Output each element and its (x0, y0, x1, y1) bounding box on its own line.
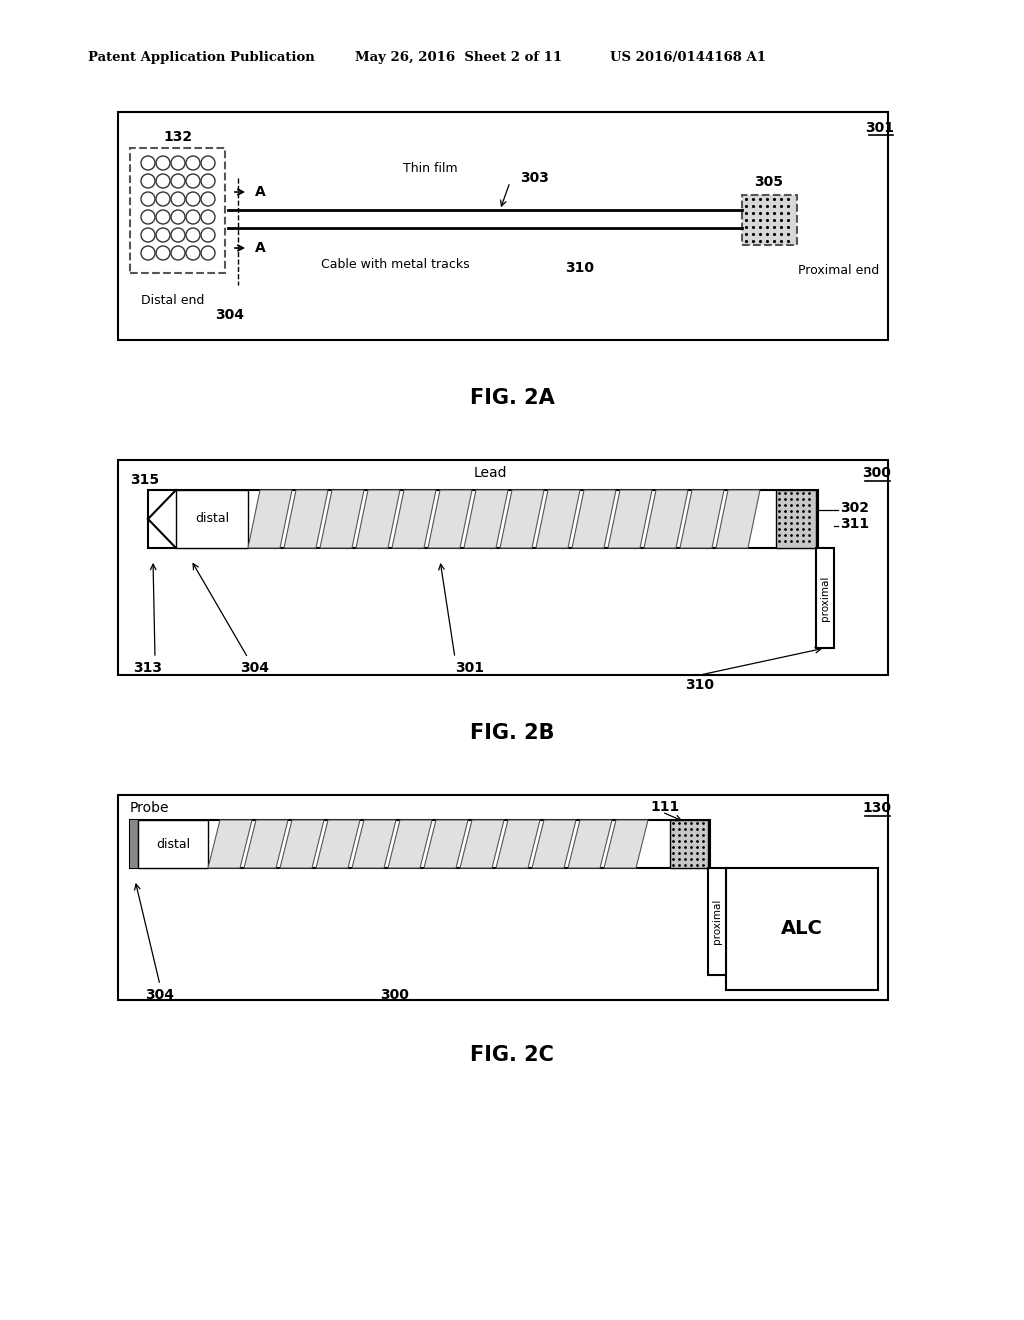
Text: 300: 300 (381, 987, 410, 1002)
Bar (726, 869, 878, 990)
Polygon shape (716, 490, 760, 548)
Text: 132: 132 (164, 129, 193, 144)
Polygon shape (460, 820, 504, 869)
Text: 302: 302 (840, 502, 869, 515)
Polygon shape (352, 820, 396, 869)
Text: 304: 304 (215, 308, 245, 322)
Text: distal: distal (156, 837, 190, 850)
Polygon shape (392, 490, 436, 548)
Polygon shape (500, 490, 544, 548)
Text: 111: 111 (650, 800, 680, 814)
Text: 310: 310 (685, 678, 715, 692)
Text: A: A (255, 242, 266, 255)
Polygon shape (244, 820, 288, 869)
Text: 315: 315 (130, 473, 159, 487)
Polygon shape (680, 490, 724, 548)
Text: 313: 313 (133, 661, 163, 675)
Text: proximal: proximal (820, 576, 830, 620)
Text: 301: 301 (865, 121, 895, 135)
Bar (776, 490, 816, 548)
Text: May 26, 2016  Sheet 2 of 11: May 26, 2016 Sheet 2 of 11 (355, 51, 562, 65)
Polygon shape (644, 490, 688, 548)
Polygon shape (316, 820, 360, 869)
Polygon shape (604, 820, 648, 869)
Polygon shape (496, 820, 540, 869)
Polygon shape (532, 820, 575, 869)
Text: Lead: Lead (473, 466, 507, 480)
Bar (118, 459, 888, 675)
Bar (118, 112, 888, 341)
Text: Thin film: Thin film (402, 161, 458, 174)
Bar (130, 820, 710, 869)
Polygon shape (248, 490, 292, 548)
Text: 300: 300 (862, 466, 892, 480)
Polygon shape (319, 490, 364, 548)
Bar (708, 869, 726, 975)
Bar (118, 795, 888, 1001)
Text: US 2016/0144168 A1: US 2016/0144168 A1 (610, 51, 766, 65)
Bar (742, 195, 797, 246)
Text: distal: distal (195, 512, 229, 525)
Text: 301: 301 (456, 661, 484, 675)
Text: 310: 310 (565, 261, 594, 275)
Text: 130: 130 (862, 801, 892, 814)
Bar (176, 490, 248, 548)
Text: Distal end: Distal end (141, 293, 205, 306)
Bar (670, 820, 708, 869)
Polygon shape (388, 820, 432, 869)
Bar (130, 820, 140, 869)
Text: Probe: Probe (130, 801, 170, 814)
Text: 303: 303 (520, 172, 549, 185)
Text: 305: 305 (755, 176, 783, 189)
Polygon shape (208, 820, 252, 869)
Text: FIG. 2B: FIG. 2B (470, 723, 554, 743)
Text: proximal: proximal (712, 899, 722, 944)
Bar (130, 148, 225, 273)
Bar (816, 548, 834, 648)
Bar (138, 820, 208, 869)
Text: 304: 304 (145, 987, 174, 1002)
Polygon shape (464, 490, 508, 548)
Text: A: A (255, 185, 266, 199)
Polygon shape (608, 490, 652, 548)
Polygon shape (568, 820, 612, 869)
Polygon shape (280, 820, 324, 869)
Polygon shape (536, 490, 580, 548)
Text: Patent Application Publication: Patent Application Publication (88, 51, 314, 65)
Text: 304: 304 (241, 661, 269, 675)
Polygon shape (424, 820, 468, 869)
Polygon shape (148, 490, 176, 548)
Text: 311: 311 (840, 517, 869, 531)
Polygon shape (284, 490, 328, 548)
Text: FIG. 2C: FIG. 2C (470, 1045, 554, 1065)
Polygon shape (572, 490, 616, 548)
Text: ALC: ALC (781, 920, 823, 939)
Text: Proximal end: Proximal end (798, 264, 880, 276)
Polygon shape (428, 490, 472, 548)
Text: Cable with metal tracks: Cable with metal tracks (321, 259, 469, 272)
Bar (148, 490, 818, 548)
Polygon shape (356, 490, 400, 548)
Text: FIG. 2A: FIG. 2A (470, 388, 554, 408)
